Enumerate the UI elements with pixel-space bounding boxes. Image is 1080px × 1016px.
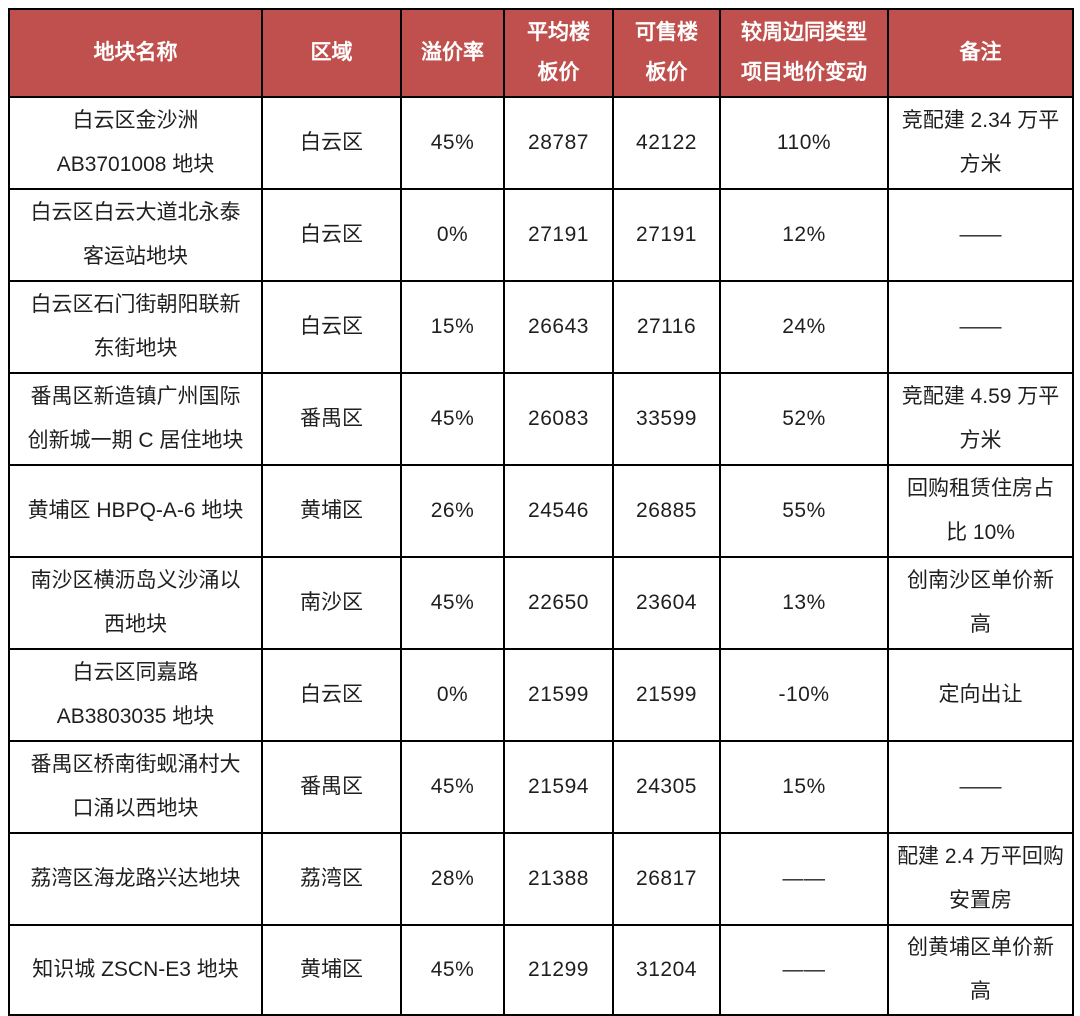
cell-sellable-floor-price: 24305 xyxy=(612,740,721,834)
table-row: 白云区同嘉路 AB3803035 地块 白云区 0% 21599 21599 -… xyxy=(8,648,1074,742)
cell-avg-floor-price: 21388 xyxy=(503,832,614,926)
cell-district: 南沙区 xyxy=(261,556,402,650)
cell-avg-floor-price: 21299 xyxy=(503,924,614,1016)
cell-district: 白云区 xyxy=(261,188,402,282)
cell-price-change: 13% xyxy=(719,556,889,650)
cell-avg-floor-price: 22650 xyxy=(503,556,614,650)
column-header-sellable-floor-price: 可售楼板价 xyxy=(612,8,721,98)
column-header-price-change: 较周边同类型项目地价变动 xyxy=(719,8,889,98)
table-row: 南沙区横沥岛义沙涌以西地块 南沙区 45% 22650 23604 13% 创南… xyxy=(8,556,1074,650)
cell-remark: 定向出让 xyxy=(887,648,1074,742)
cell-remark: 回购租赁住房占比 10% xyxy=(887,464,1074,558)
cell-avg-floor-price: 28787 xyxy=(503,96,614,190)
cell-premium-rate: 15% xyxy=(400,280,505,374)
cell-remark: —— xyxy=(887,740,1074,834)
cell-premium-rate: 0% xyxy=(400,188,505,282)
table-row: 番禺区新造镇广州国际创新城一期 C 居住地块 番禺区 45% 26083 335… xyxy=(8,372,1074,466)
cell-remark: 竞配建 4.59 万平方米 xyxy=(887,372,1074,466)
cell-remark: 配建 2.4 万平回购安置房 xyxy=(887,832,1074,926)
page: 地块名称 区域 溢价率 平均楼板价 可售楼板价 较周边同类型项目地价变动 备注 … xyxy=(8,8,1074,1016)
cell-avg-floor-price: 21599 xyxy=(503,648,614,742)
cell-remark: 创黄埔区单价新高 xyxy=(887,924,1074,1016)
table-row: 知识城 ZSCN-E3 地块 黄埔区 45% 21299 31204 —— 创黄… xyxy=(8,924,1074,1016)
table-row: 白云区金沙洲 AB3701008 地块 白云区 45% 28787 42122 … xyxy=(8,96,1074,190)
cell-parcel-name: 番禺区桥南街蚬涌村大口涌以西地块 xyxy=(8,740,263,834)
table-body: 白云区金沙洲 AB3701008 地块 白云区 45% 28787 42122 … xyxy=(8,96,1074,1016)
cell-remark: 竞配建 2.34 万平方米 xyxy=(887,96,1074,190)
cell-premium-rate: 28% xyxy=(400,832,505,926)
cell-district: 白云区 xyxy=(261,648,402,742)
cell-district: 黄埔区 xyxy=(261,924,402,1016)
cell-district: 白云区 xyxy=(261,280,402,374)
table-row: 黄埔区 HBPQ-A-6 地块 黄埔区 26% 24546 26885 55% … xyxy=(8,464,1074,558)
table-row: 白云区石门街朝阳联新东街地块 白云区 15% 26643 27116 24% —… xyxy=(8,280,1074,374)
cell-parcel-name: 南沙区横沥岛义沙涌以西地块 xyxy=(8,556,263,650)
cell-sellable-floor-price: 26885 xyxy=(612,464,721,558)
cell-price-change: —— xyxy=(719,832,889,926)
cell-price-change: 52% xyxy=(719,372,889,466)
cell-premium-rate: 26% xyxy=(400,464,505,558)
cell-avg-floor-price: 24546 xyxy=(503,464,614,558)
column-header-avg-floor-price: 平均楼板价 xyxy=(503,8,614,98)
cell-district: 番禺区 xyxy=(261,740,402,834)
cell-district: 番禺区 xyxy=(261,372,402,466)
column-header-district: 区域 xyxy=(261,8,402,98)
table-row: 白云区白云大道北永泰客运站地块 白云区 0% 27191 27191 12% —… xyxy=(8,188,1074,282)
cell-avg-floor-price: 21594 xyxy=(503,740,614,834)
cell-sellable-floor-price: 42122 xyxy=(612,96,721,190)
cell-parcel-name: 番禺区新造镇广州国际创新城一期 C 居住地块 xyxy=(8,372,263,466)
cell-parcel-name: 白云区石门街朝阳联新东街地块 xyxy=(8,280,263,374)
cell-price-change: 110% xyxy=(719,96,889,190)
cell-avg-floor-price: 27191 xyxy=(503,188,614,282)
cell-sellable-floor-price: 33599 xyxy=(612,372,721,466)
cell-premium-rate: 45% xyxy=(400,740,505,834)
cell-sellable-floor-price: 21599 xyxy=(612,648,721,742)
cell-remark: 创南沙区单价新高 xyxy=(887,556,1074,650)
cell-parcel-name: 白云区金沙洲 AB3701008 地块 xyxy=(8,96,263,190)
cell-premium-rate: 45% xyxy=(400,96,505,190)
cell-sellable-floor-price: 27191 xyxy=(612,188,721,282)
cell-price-change: 15% xyxy=(719,740,889,834)
table-row: 荔湾区海龙路兴达地块 荔湾区 28% 21388 26817 —— 配建 2.4… xyxy=(8,832,1074,926)
cell-avg-floor-price: 26643 xyxy=(503,280,614,374)
cell-sellable-floor-price: 26817 xyxy=(612,832,721,926)
cell-parcel-name: 白云区白云大道北永泰客运站地块 xyxy=(8,188,263,282)
cell-parcel-name: 知识城 ZSCN-E3 地块 xyxy=(8,924,263,1016)
cell-parcel-name: 荔湾区海龙路兴达地块 xyxy=(8,832,263,926)
cell-premium-rate: 0% xyxy=(400,648,505,742)
cell-sellable-floor-price: 23604 xyxy=(612,556,721,650)
cell-parcel-name: 黄埔区 HBPQ-A-6 地块 xyxy=(8,464,263,558)
cell-district: 荔湾区 xyxy=(261,832,402,926)
cell-remark: —— xyxy=(887,280,1074,374)
cell-district: 黄埔区 xyxy=(261,464,402,558)
table-row: 番禺区桥南街蚬涌村大口涌以西地块 番禺区 45% 21594 24305 15%… xyxy=(8,740,1074,834)
cell-premium-rate: 45% xyxy=(400,924,505,1016)
column-header-remark: 备注 xyxy=(887,8,1074,98)
cell-district: 白云区 xyxy=(261,96,402,190)
cell-remark: —— xyxy=(887,188,1074,282)
cell-price-change: -10% xyxy=(719,648,889,742)
cell-parcel-name: 白云区同嘉路 AB3803035 地块 xyxy=(8,648,263,742)
cell-price-change: 24% xyxy=(719,280,889,374)
cell-premium-rate: 45% xyxy=(400,372,505,466)
header-row: 地块名称 区域 溢价率 平均楼板价 可售楼板价 较周边同类型项目地价变动 备注 xyxy=(8,8,1074,98)
land-parcel-table: 地块名称 区域 溢价率 平均楼板价 可售楼板价 较周边同类型项目地价变动 备注 … xyxy=(8,8,1074,1016)
cell-price-change: 12% xyxy=(719,188,889,282)
column-header-parcel-name: 地块名称 xyxy=(8,8,263,98)
cell-price-change: 55% xyxy=(719,464,889,558)
cell-premium-rate: 45% xyxy=(400,556,505,650)
column-header-premium-rate: 溢价率 xyxy=(400,8,505,98)
table-header: 地块名称 区域 溢价率 平均楼板价 可售楼板价 较周边同类型项目地价变动 备注 xyxy=(8,8,1074,98)
cell-price-change: —— xyxy=(719,924,889,1016)
cell-sellable-floor-price: 31204 xyxy=(612,924,721,1016)
cell-avg-floor-price: 26083 xyxy=(503,372,614,466)
cell-sellable-floor-price: 27116 xyxy=(612,280,721,374)
